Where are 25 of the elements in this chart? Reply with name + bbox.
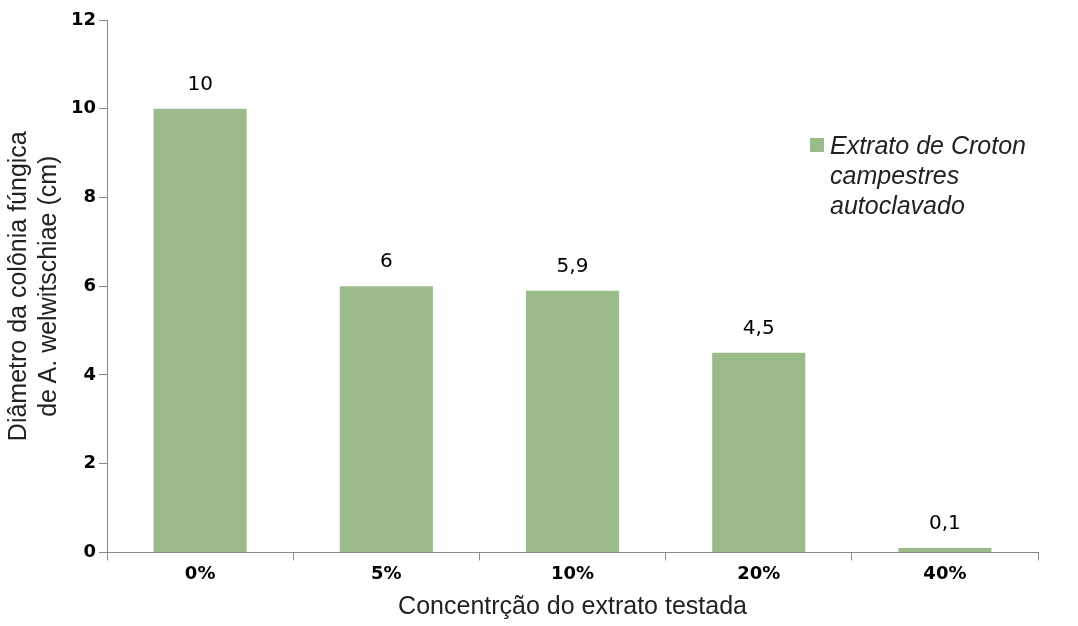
x-tick-label: 5%	[371, 561, 402, 583]
legend-label: Extrato de Croton campestres autoclavado	[830, 130, 1027, 220]
x-tick-label: 40%	[923, 561, 967, 583]
data-label: 6	[379, 248, 393, 273]
bar	[712, 352, 806, 552]
data-label: 10	[187, 70, 213, 95]
x-tick-label: 20%	[737, 561, 781, 583]
data-label: 0,1	[929, 510, 961, 535]
y-tick-label: 2	[83, 451, 97, 473]
y-tick-label: 6	[83, 273, 97, 295]
data-label: 5,9	[556, 252, 589, 277]
x-tick-label: 10%	[550, 561, 595, 583]
y-tick-label: 8	[83, 185, 97, 207]
bar	[339, 286, 433, 552]
bar	[898, 547, 992, 552]
bar	[153, 108, 247, 552]
y-tick-label: 10	[70, 96, 97, 118]
x-axis-title: Concentrção do extrato testada	[398, 590, 748, 619]
y-axis-title: Diâmetro da colônia fúngica de A. welwitschiae (cm)	[2, 131, 61, 442]
y-tick-label: 0	[83, 540, 97, 562]
y-tick-label: 12	[70, 7, 97, 29]
data-label: 4,5	[742, 314, 775, 339]
bar	[525, 290, 620, 552]
x-tick-label: 0%	[184, 561, 216, 583]
y-tick-label: 4	[83, 362, 97, 384]
